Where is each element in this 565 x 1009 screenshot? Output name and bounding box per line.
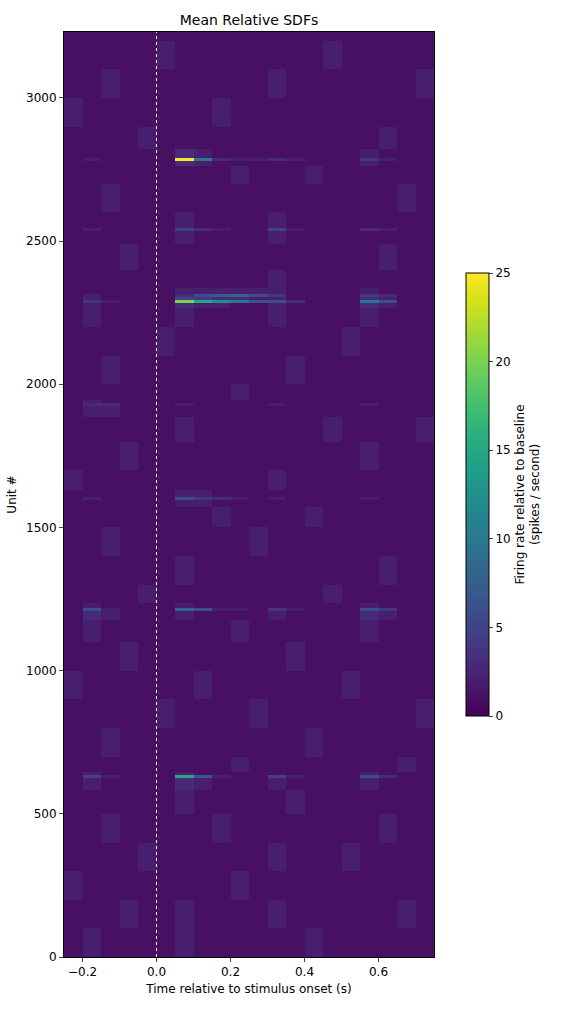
svg-text:Unit #: Unit #: [5, 475, 19, 513]
svg-text:0.2: 0.2: [221, 965, 240, 979]
svg-text:0: 0: [495, 709, 503, 723]
svg-text:0.0: 0.0: [147, 965, 166, 979]
svg-text:1500: 1500: [26, 521, 57, 535]
svg-text:10: 10: [495, 532, 510, 546]
svg-text:0.6: 0.6: [369, 965, 388, 979]
svg-text:1000: 1000: [26, 664, 57, 678]
svg-text:20: 20: [495, 355, 510, 369]
svg-text:Firing rate relative to baseli: Firing rate relative to baseline(spikes …: [513, 404, 543, 584]
svg-text:Time relative to stimulus onse: Time relative to stimulus onset (s): [145, 982, 351, 996]
svg-text:−0.2: −0.2: [68, 965, 97, 979]
svg-text:0.4: 0.4: [295, 965, 314, 979]
svg-text:0: 0: [49, 950, 57, 964]
svg-text:3000: 3000: [26, 91, 57, 105]
svg-text:15: 15: [495, 443, 510, 457]
svg-text:2000: 2000: [26, 377, 57, 391]
svg-text:Mean Relative SDFs: Mean Relative SDFs: [180, 12, 319, 28]
svg-text:2500: 2500: [26, 234, 57, 248]
svg-text:25: 25: [495, 266, 510, 280]
svg-text:500: 500: [34, 807, 57, 821]
svg-text:5: 5: [495, 621, 503, 635]
